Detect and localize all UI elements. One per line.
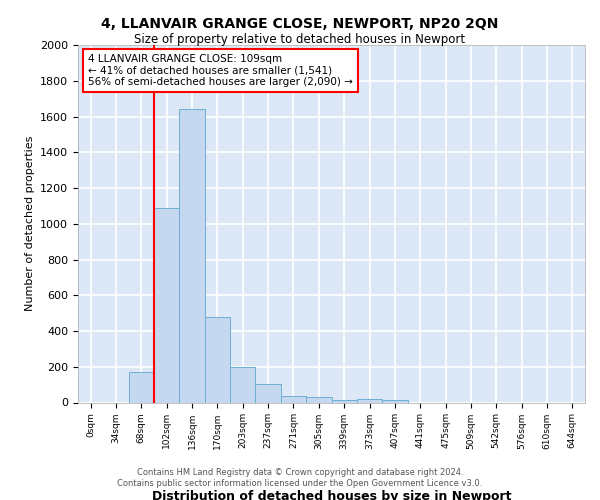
Bar (357, 399, 382, 402)
Text: 4, LLANVAIR GRANGE CLOSE, NEWPORT, NP20 2QN: 4, LLANVAIR GRANGE CLOSE, NEWPORT, NP20 … (101, 18, 499, 32)
Bar (382, 400, 407, 402)
Bar (205, 316, 230, 402)
Bar (331, 400, 357, 402)
Bar (256, 384, 281, 402)
Text: Size of property relative to detached houses in Newport: Size of property relative to detached ho… (134, 32, 466, 46)
Bar (179, 110, 205, 403)
Text: Contains HM Land Registry data © Crown copyright and database right 2024.
Contai: Contains HM Land Registry data © Crown c… (118, 468, 482, 487)
X-axis label: Distribution of detached houses by size in Newport: Distribution of detached houses by size … (152, 490, 511, 500)
Y-axis label: Number of detached properties: Number of detached properties (25, 136, 35, 312)
Bar (128, 372, 154, 402)
Bar (154, 208, 179, 402)
Bar (306, 397, 332, 402)
Text: 4 LLANVAIR GRANGE CLOSE: 109sqm
← 41% of detached houses are smaller (1,541)
56%: 4 LLANVAIR GRANGE CLOSE: 109sqm ← 41% of… (88, 54, 353, 87)
Bar (230, 367, 256, 402)
Bar (281, 396, 306, 402)
